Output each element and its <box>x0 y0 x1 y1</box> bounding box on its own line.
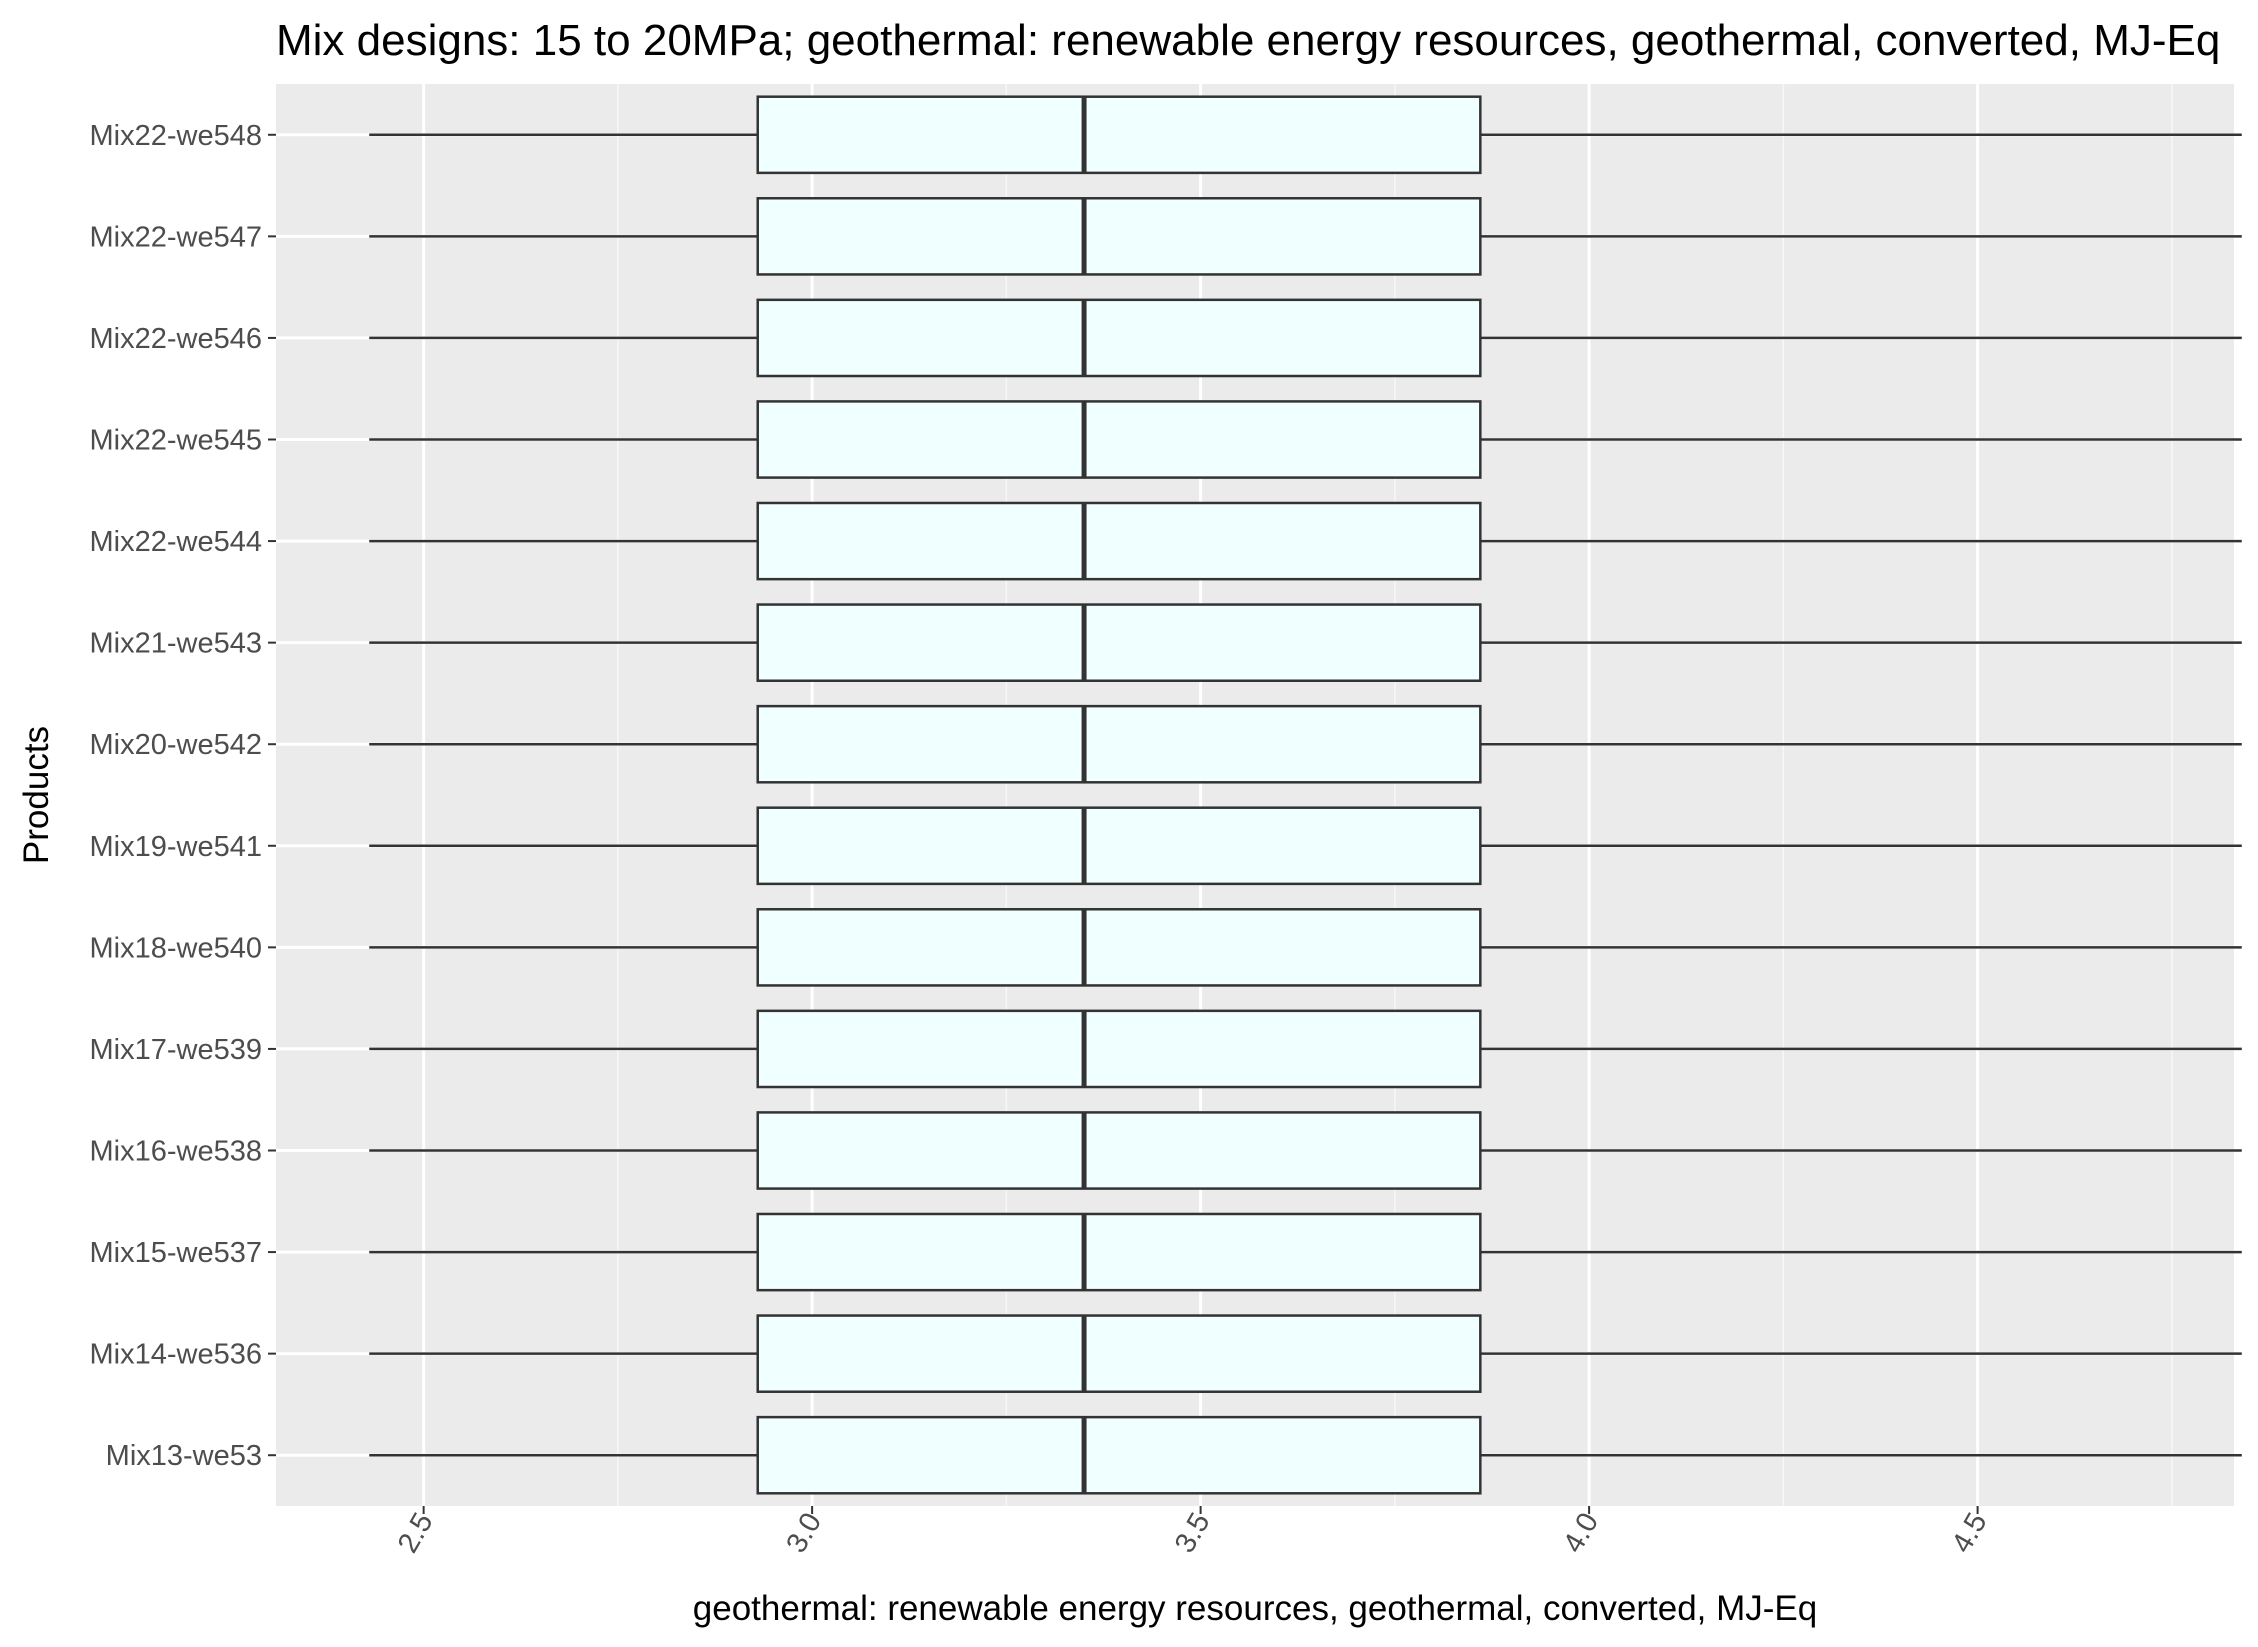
y-tick-label: Mix22-we547 <box>90 221 262 253</box>
box-Mix22-we548 <box>369 95 2242 175</box>
box-Mix17-we539 <box>369 1009 2242 1089</box>
chart-title: Mix designs: 15 to 20MPa; geothermal: re… <box>276 16 2220 65</box>
y-tick-label: Mix22-we544 <box>90 526 262 558</box>
box-body <box>756 1111 1482 1190</box>
y-tick-label: Mix16-we538 <box>90 1136 262 1168</box>
x-tick-label: 4.5 <box>1946 1508 1994 1559</box>
y-tick-label: Mix14-we536 <box>90 1339 262 1371</box>
box-Mix18-we540 <box>369 908 2242 987</box>
box-body <box>756 501 1482 581</box>
box-body <box>756 908 1482 987</box>
box-Mix21-we543 <box>369 603 2242 682</box>
y-tick-label: Mix22-we546 <box>90 323 262 355</box>
box-body <box>756 806 1482 886</box>
y-tick-label: Mix22-we548 <box>90 120 262 152</box>
y-axis: Mix13-we53 Mix14-we536 Mix15-we537 Mix16-we… <box>90 120 276 1472</box>
y-tick-label: Mix19-we541 <box>90 831 262 863</box>
box-Mix22-we545 <box>369 400 2242 479</box>
x-tick-label: 2.5 <box>392 1508 440 1559</box>
x-tick-label: 3.5 <box>1169 1508 1217 1559</box>
y-tick-label: Mix22-we545 <box>90 425 262 457</box>
box-Mix22-we546 <box>369 298 2242 378</box>
box-body <box>756 1009 1482 1089</box>
x-tick-label: 4.0 <box>1557 1508 1605 1559</box>
y-tick-label: Mix21-we543 <box>90 628 262 660</box>
box-body <box>756 704 1482 784</box>
x-tick-label: 3.0 <box>780 1508 828 1559</box>
box-Mix14-we536 <box>369 1314 2242 1393</box>
box-Mix13-we53 <box>369 1415 2242 1495</box>
y-tick-label: Mix17-we539 <box>90 1034 262 1066</box>
y-tick-label: Mix15-we537 <box>90 1237 262 1269</box>
box-body <box>756 298 1482 378</box>
box-body <box>756 1415 1482 1495</box>
box-body <box>756 95 1482 175</box>
y-tick-label: Mix18-we540 <box>90 932 262 964</box>
box-Mix20-we542 <box>369 704 2242 784</box>
box-Mix22-we544 <box>369 501 2242 581</box>
box-body <box>756 197 1482 276</box>
box-body <box>756 1212 1482 1292</box>
box-body <box>756 400 1482 479</box>
box-body <box>756 1314 1482 1393</box>
box-series <box>369 95 2242 1495</box>
plot-panel <box>276 84 2234 1506</box>
y-tick-label: Mix13-we53 <box>106 1440 262 1472</box>
box-Mix19-we541 <box>369 806 2242 886</box>
box-body <box>756 603 1482 682</box>
y-tick-label: Mix20-we542 <box>90 729 262 761</box>
box-Mix15-we537 <box>369 1212 2242 1292</box>
x-axis-title: geothermal: renewable energy resources, … <box>693 1589 1817 1628</box>
y-axis-title: Products <box>17 726 56 864</box>
box-Mix22-we547 <box>369 197 2242 276</box>
box-Mix16-we538 <box>369 1111 2242 1190</box>
x-axis: 2.5 3.0 3.5 4.0 4.5 <box>392 1506 1994 1558</box>
